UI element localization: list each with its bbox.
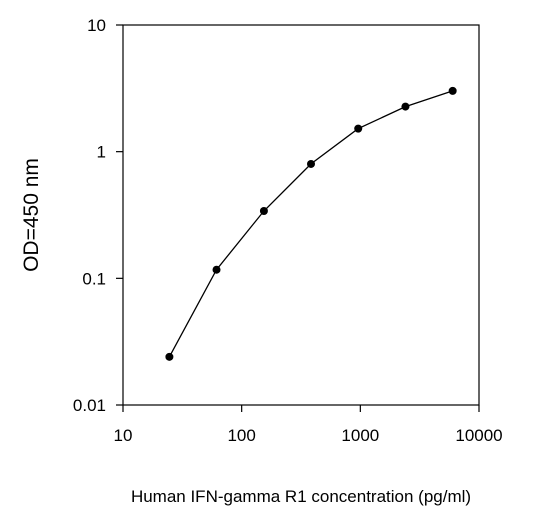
x-axis-ticks: 10 100 1000 10000	[114, 405, 503, 445]
x-tick-label: 10	[114, 426, 133, 445]
data-point	[307, 159, 316, 168]
data-point	[212, 265, 221, 274]
y-tick-label: 0.01	[73, 396, 106, 415]
plot-frame	[122, 24, 480, 406]
data-point	[165, 352, 174, 361]
x-axis-label: Human IFN-gamma R1 concentration (pg/ml)	[131, 487, 471, 506]
data-point	[354, 124, 363, 133]
y-tick-label: 1	[97, 143, 106, 162]
x-tick-label: 1000	[341, 426, 379, 445]
series-layer	[165, 86, 457, 361]
x-tick-label: 100	[227, 426, 255, 445]
y-axis-ticks: 0.01 0.1 1 10	[73, 16, 123, 415]
y-tick-label: 10	[87, 16, 106, 35]
series-line	[168, 90, 453, 358]
data-point	[259, 207, 268, 216]
data-point	[401, 102, 410, 111]
data-point	[448, 86, 457, 95]
y-axis-label: OD=450 nm	[20, 158, 43, 272]
x-tick-label: 10000	[455, 426, 502, 445]
y-tick-label: 0.1	[82, 269, 106, 288]
plot-area-border	[122, 24, 480, 406]
